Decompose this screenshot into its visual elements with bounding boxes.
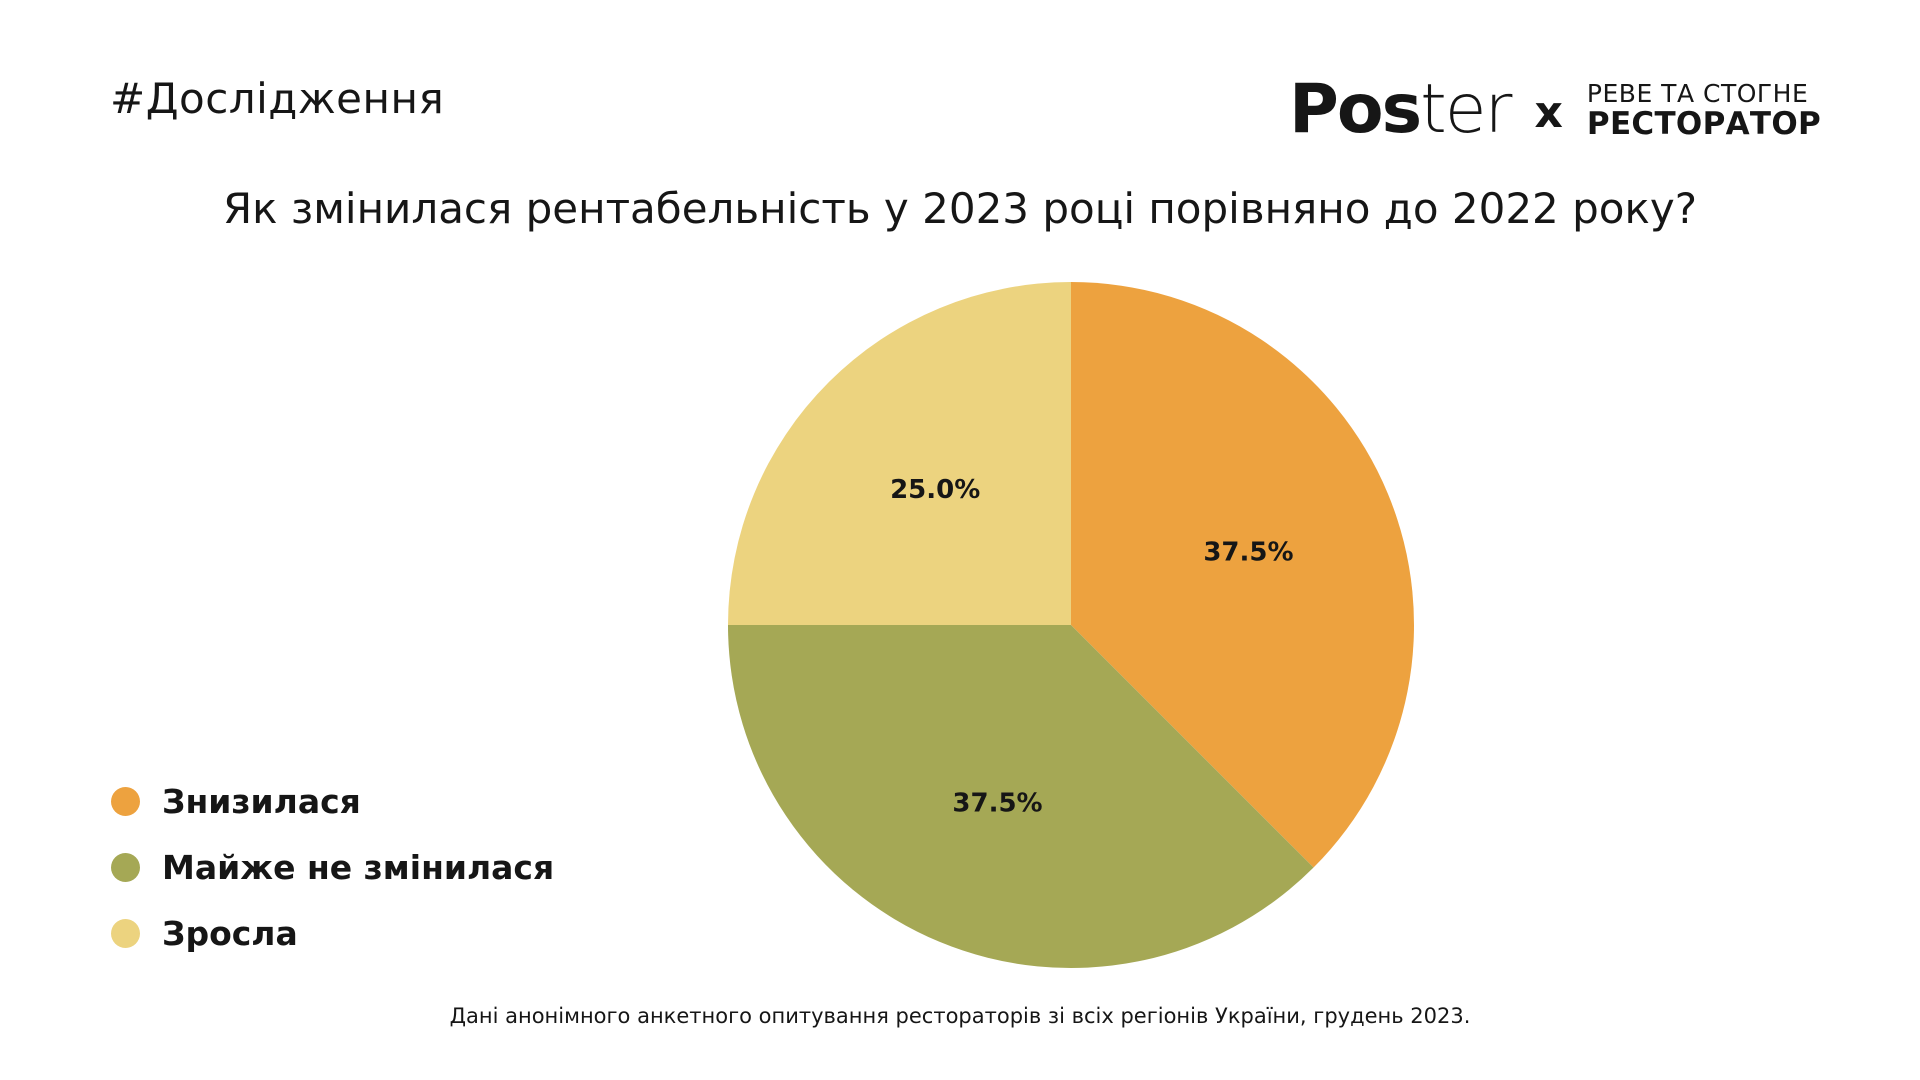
poster-logo-bold: Pos xyxy=(1289,70,1422,149)
pie-slice-label-0: 37.5% xyxy=(1203,537,1293,567)
chart-legend: Знизилася Майже не змінилася Зросла xyxy=(111,768,554,966)
pie-slice-1 xyxy=(728,625,1314,968)
legend-item-0: Знизилася xyxy=(111,768,554,834)
poster-logo-light: ter xyxy=(1420,70,1512,149)
partner-logo-bottom: РЕСТОРАТОР xyxy=(1586,105,1821,142)
legend-item-2: Зросла xyxy=(111,900,554,966)
pie-slice-2 xyxy=(728,282,1071,625)
pie-slice-label-1: 37.5% xyxy=(952,788,1042,818)
brand-logo: Poster x РЕВЕ ТА СТОГНЕ РЕСТОРАТОР xyxy=(1289,76,1821,144)
legend-swatch xyxy=(111,786,140,816)
section-tag: #Дослідження xyxy=(110,74,445,123)
poster-logo: Poster xyxy=(1289,76,1513,144)
partner-logo: РЕВЕ ТА СТОГНЕ РЕСТОРАТОР xyxy=(1587,81,1821,140)
legend-swatch xyxy=(111,852,140,882)
legend-label: Знизилася xyxy=(162,781,361,821)
chart-title: Як змінилася рентабельність у 2023 році … xyxy=(223,184,1697,233)
pie-slices xyxy=(728,282,1414,968)
source-note: Дані анонімного анкетного опитування рес… xyxy=(449,1004,1471,1028)
legend-item-1: Майже не змінилася xyxy=(111,834,554,900)
pie-slice-labels: 37.5% 37.5% 25.0% xyxy=(890,475,1293,818)
logo-separator: x xyxy=(1534,87,1563,138)
partner-logo-top: РЕВЕ ТА СТОГНЕ xyxy=(1586,78,1809,108)
legend-label: Майже не змінилася xyxy=(162,847,555,887)
legend-label: Зросла xyxy=(162,913,298,953)
pie-slice-label-2: 25.0% xyxy=(890,475,980,505)
legend-swatch xyxy=(111,918,140,948)
pie-slice-0 xyxy=(1071,282,1414,868)
